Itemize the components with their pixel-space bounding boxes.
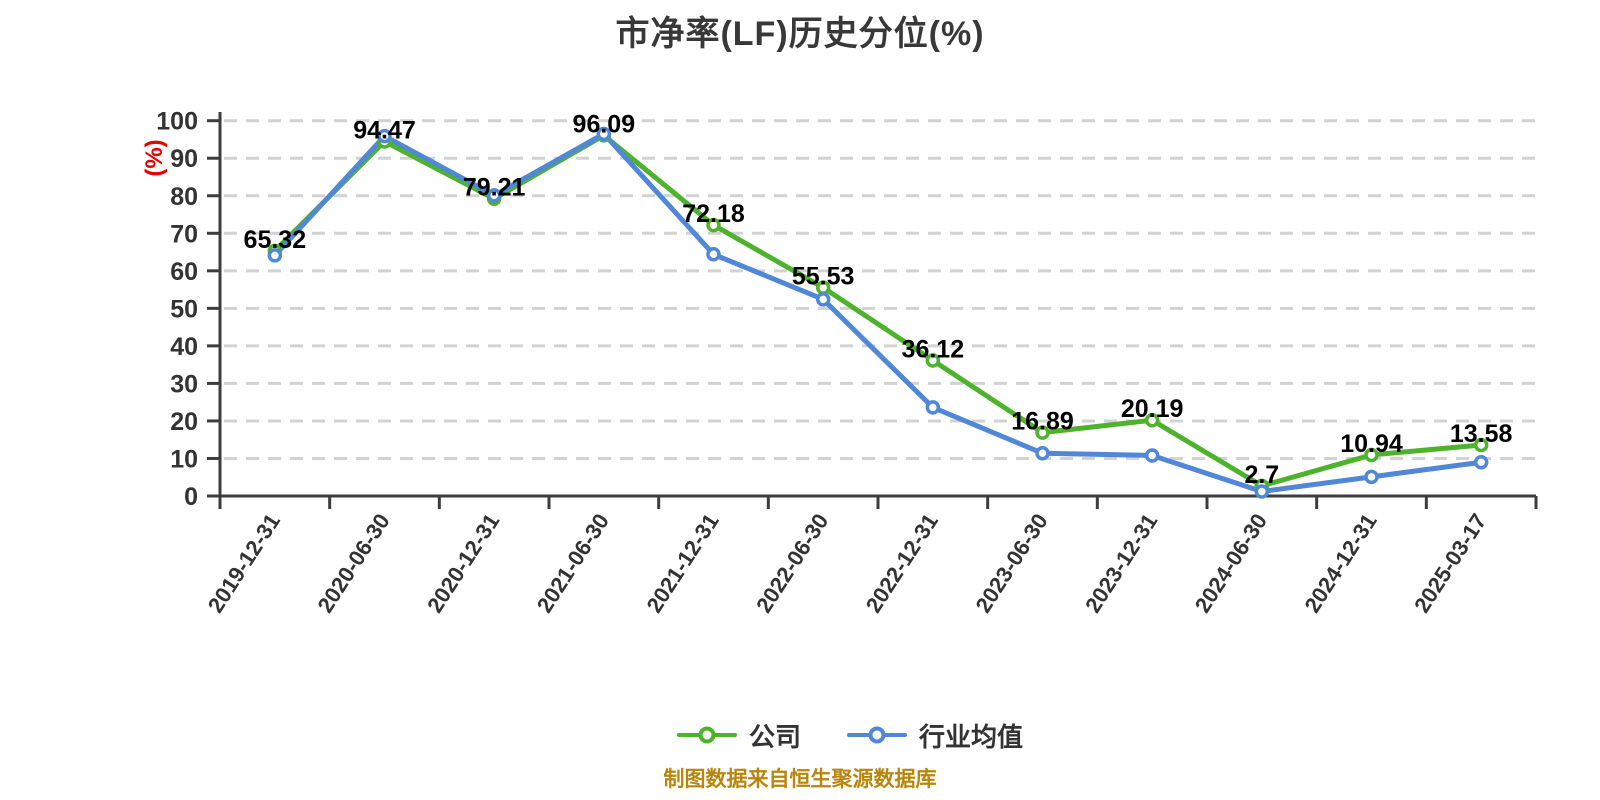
x-tick-label: 2020-12-31 — [422, 509, 504, 617]
x-tick-label: 2024-06-30 — [1190, 509, 1272, 617]
x-tick-label: 2022-06-30 — [751, 509, 833, 617]
chart-title: 市净率(LF)历史分位(%) — [615, 15, 985, 53]
y-tick-label: 40 — [170, 333, 198, 361]
data-label: 65.32 — [244, 226, 307, 254]
legend-label: 公司 — [748, 721, 801, 752]
legend-item-company[interactable]: 公司 — [676, 717, 801, 754]
data-point — [1035, 425, 1050, 440]
y-tick-label: 0 — [184, 483, 198, 511]
data-point — [706, 217, 721, 233]
y-tick-label: 70 — [170, 220, 198, 248]
data-point — [815, 292, 831, 307]
data-point — [1144, 448, 1160, 463]
company-series-marker-icon — [676, 721, 737, 749]
data-label: 16.89 — [1011, 408, 1074, 436]
y-tick-label: 50 — [170, 295, 198, 323]
data-label: 36.12 — [902, 335, 965, 363]
data-label: 10.94 — [1340, 430, 1403, 458]
data-label: 55.53 — [792, 263, 855, 291]
x-tick-label: 2021-12-31 — [641, 509, 723, 617]
data-source-note: 制图数据来自恒生聚源数据库 — [663, 768, 937, 791]
data-label: 20.19 — [1121, 395, 1184, 423]
legend-item-industry-average[interactable]: 行业均值 — [847, 717, 1023, 754]
x-tick-label: 2022-12-31 — [861, 509, 943, 617]
y-tick-label: 20 — [170, 408, 198, 436]
x-tick-label: 2024-12-31 — [1299, 509, 1381, 617]
x-tick-label: 2019-12-31 — [203, 509, 285, 617]
y-tick-label: 10 — [170, 445, 198, 473]
data-label: 13.58 — [1450, 420, 1513, 448]
data-point — [1364, 447, 1379, 463]
series-line — [272, 131, 1484, 494]
data-point — [706, 247, 721, 262]
data-label: 2.7 — [1244, 461, 1279, 489]
legend: 公司 行业均值 — [100, 708, 1600, 762]
y-tick-label: 60 — [170, 258, 198, 286]
legend-label: 行业均值 — [919, 721, 1024, 752]
x-tick-label: 2025-03-17 — [1409, 509, 1491, 617]
data-point — [1254, 484, 1270, 499]
data-point — [925, 400, 941, 415]
data-point — [486, 188, 502, 203]
data-label: 79.21 — [463, 174, 526, 202]
x-tick-label: 2023-12-31 — [1080, 509, 1162, 617]
data-point — [1473, 454, 1489, 470]
data-point — [377, 128, 392, 144]
y-tick-label: 80 — [170, 183, 198, 211]
y-tick-label: 30 — [170, 370, 198, 398]
data-label: 96.09 — [573, 110, 636, 138]
y-tick-label: 90 — [170, 145, 198, 173]
industry-series-marker-icon — [847, 721, 907, 749]
x-tick-label: 2021-06-30 — [532, 509, 614, 617]
data-point — [1473, 437, 1489, 453]
data-point — [267, 248, 283, 263]
data-point — [1144, 412, 1160, 428]
data-point — [1364, 469, 1379, 485]
data-label: 94.47 — [353, 116, 416, 144]
series-line — [272, 132, 1484, 489]
x-tick-label: 2020-06-30 — [312, 509, 394, 617]
data-point — [925, 353, 941, 368]
y-tick-label: 100 — [156, 108, 198, 136]
data-label: 72.18 — [682, 200, 745, 228]
data-point — [596, 126, 612, 142]
x-tick-label: 2023-06-30 — [970, 509, 1052, 617]
data-point — [1035, 445, 1050, 461]
